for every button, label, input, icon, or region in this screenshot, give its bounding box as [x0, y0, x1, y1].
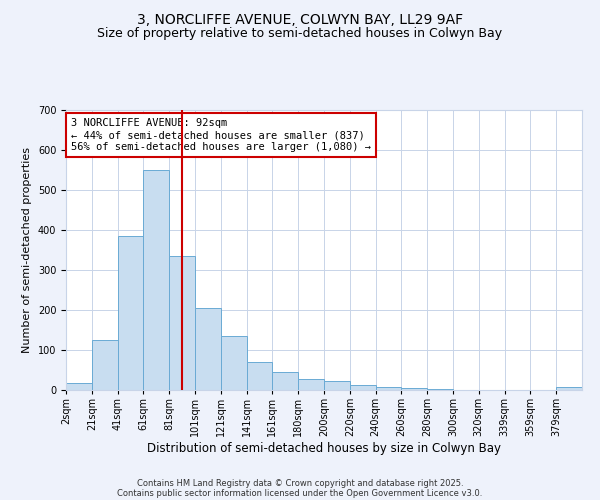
Bar: [376, 387, 401, 390]
Bar: [118, 236, 143, 390]
Bar: [66, 383, 92, 390]
Text: 3 NORCLIFFE AVENUE: 92sqm
← 44% of semi-detached houses are smaller (837)
56% of: 3 NORCLIFFE AVENUE: 92sqm ← 44% of semi-…: [71, 118, 371, 152]
Bar: [401, 388, 427, 390]
Bar: [195, 308, 221, 390]
Bar: [92, 340, 118, 390]
Text: Size of property relative to semi-detached houses in Colwyn Bay: Size of property relative to semi-detach…: [97, 28, 503, 40]
Text: Contains HM Land Registry data © Crown copyright and database right 2025.: Contains HM Land Registry data © Crown c…: [137, 478, 463, 488]
Bar: [298, 379, 324, 390]
Bar: [427, 389, 453, 390]
Bar: [169, 256, 195, 390]
Bar: [143, 170, 169, 390]
Text: 3, NORCLIFFE AVENUE, COLWYN BAY, LL29 9AF: 3, NORCLIFFE AVENUE, COLWYN BAY, LL29 9A…: [137, 12, 463, 26]
Y-axis label: Number of semi-detached properties: Number of semi-detached properties: [22, 147, 32, 353]
Bar: [247, 362, 272, 390]
Bar: [272, 372, 298, 390]
Bar: [350, 385, 376, 390]
Text: Contains public sector information licensed under the Open Government Licence v3: Contains public sector information licen…: [118, 488, 482, 498]
Bar: [324, 381, 350, 390]
Bar: [221, 336, 247, 390]
Bar: [556, 387, 582, 390]
X-axis label: Distribution of semi-detached houses by size in Colwyn Bay: Distribution of semi-detached houses by …: [147, 442, 501, 455]
